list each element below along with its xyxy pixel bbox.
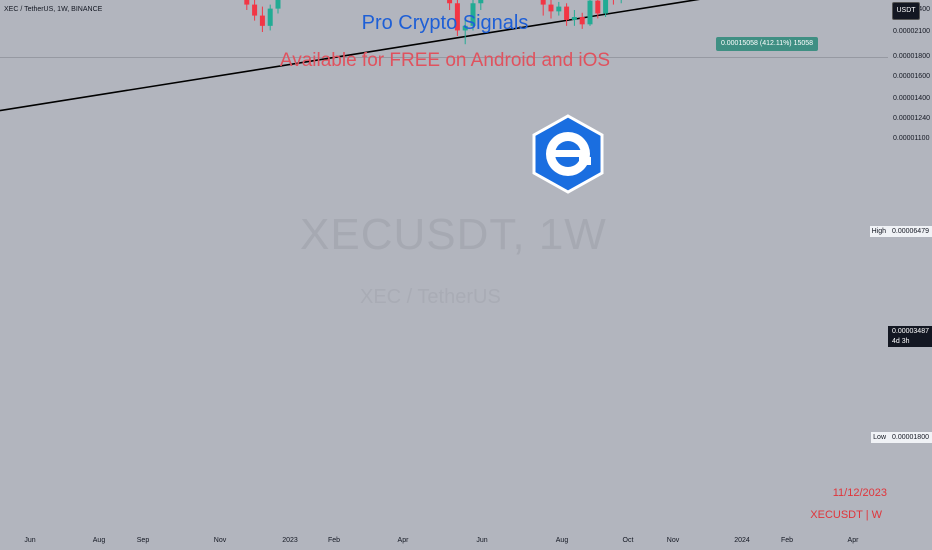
watermark-ticker: XECUSDT, 1W bbox=[300, 210, 607, 259]
candle-body bbox=[470, 3, 476, 26]
x-tick-label: Aug bbox=[555, 537, 569, 544]
candle-body bbox=[548, 4, 554, 12]
candle-body bbox=[275, 0, 281, 9]
symbol-stamp: XECUSDT | W bbox=[810, 509, 882, 521]
candle bbox=[579, 12, 585, 29]
candle-body bbox=[564, 6, 570, 20]
date-stamp: 11/12/2023 bbox=[832, 487, 887, 499]
watermark-name: XEC / TetherUS bbox=[360, 286, 501, 308]
candle bbox=[587, 0, 593, 26]
candle bbox=[252, 0, 258, 21]
x-tick-label: 2024 bbox=[734, 537, 750, 544]
x-tick-label: Oct bbox=[622, 537, 634, 544]
reference-lines bbox=[0, 57, 888, 58]
candle bbox=[556, 1, 562, 16]
candle bbox=[564, 3, 570, 26]
price-tag-value: 0.00003487 bbox=[888, 326, 932, 337]
promo-subtitle: Available for FREE on Android and iOS bbox=[279, 50, 611, 71]
symbol-header: XEC / TetherUS, 1W, BINANCE bbox=[4, 6, 103, 13]
x-tick-label: Jun bbox=[24, 537, 36, 544]
x-tick-label: Apr bbox=[397, 537, 409, 544]
candle bbox=[603, 0, 609, 18]
candle bbox=[244, 0, 250, 10]
ecash-logo-icon bbox=[532, 114, 604, 194]
candle bbox=[462, 19, 468, 45]
y-tick-label: 0.00001800 bbox=[893, 53, 930, 61]
candle-body bbox=[267, 8, 273, 26]
candle bbox=[540, 0, 546, 16]
x-tick-label: Nov bbox=[666, 537, 680, 544]
candle-body bbox=[462, 25, 468, 31]
high-tag-label: High bbox=[869, 226, 888, 237]
y-tick-label: 0.00001100 bbox=[893, 134, 930, 142]
x-tick-label: Feb bbox=[327, 537, 341, 544]
y-tick-label: 0.00001600 bbox=[893, 72, 930, 80]
x-tick-label: Nov bbox=[213, 537, 227, 544]
candle bbox=[478, 0, 484, 10]
candle-body bbox=[454, 3, 460, 31]
candle-body bbox=[252, 4, 258, 16]
candle-body bbox=[587, 0, 593, 25]
low-tag-value: 0.00001800 bbox=[888, 432, 932, 443]
candle bbox=[612, 0, 614, 5]
candle bbox=[548, 0, 554, 19]
y-tick-label: 0.00001240 bbox=[893, 114, 930, 122]
candle-body bbox=[259, 15, 265, 26]
candle-body bbox=[603, 0, 609, 14]
x-tick-label: 2023 bbox=[282, 537, 298, 544]
candle-body bbox=[447, 0, 453, 4]
y-tick-label: 0.00001400 bbox=[893, 94, 930, 102]
candlestick-series bbox=[215, 0, 622, 45]
candle bbox=[267, 4, 273, 31]
candle-body bbox=[579, 17, 585, 25]
candle bbox=[454, 0, 460, 36]
candle bbox=[275, 0, 281, 14]
candle-body bbox=[556, 6, 562, 12]
candle bbox=[620, 0, 622, 4]
candle bbox=[571, 9, 577, 26]
x-tick-label: Aug bbox=[92, 537, 106, 544]
promo-title: Pro Crypto Signals bbox=[361, 12, 529, 34]
candle-body bbox=[571, 17, 577, 20]
candle-body bbox=[244, 0, 250, 5]
countdown-tag: 4d 3h bbox=[888, 336, 932, 347]
measure-label: 0.00015058 (412.11%) 15058 bbox=[716, 37, 818, 51]
candle-body bbox=[478, 0, 484, 4]
candle bbox=[470, 0, 476, 31]
currency-button[interactable]: USDT bbox=[892, 2, 920, 20]
x-tick-label: Jun bbox=[476, 537, 488, 544]
y-tick-label: 0.00002100 bbox=[893, 28, 930, 35]
x-tick-label: Sep bbox=[136, 537, 150, 544]
low-tag-label: Low bbox=[871, 432, 888, 443]
candle bbox=[447, 0, 453, 10]
candle bbox=[259, 6, 265, 32]
candle-body bbox=[540, 0, 546, 5]
x-tick-label: Apr bbox=[847, 537, 859, 544]
candle bbox=[595, 0, 601, 19]
candle-body bbox=[595, 0, 601, 14]
high-tag-value: 0.00006479 bbox=[888, 226, 932, 237]
x-tick-label: Feb bbox=[780, 537, 794, 544]
